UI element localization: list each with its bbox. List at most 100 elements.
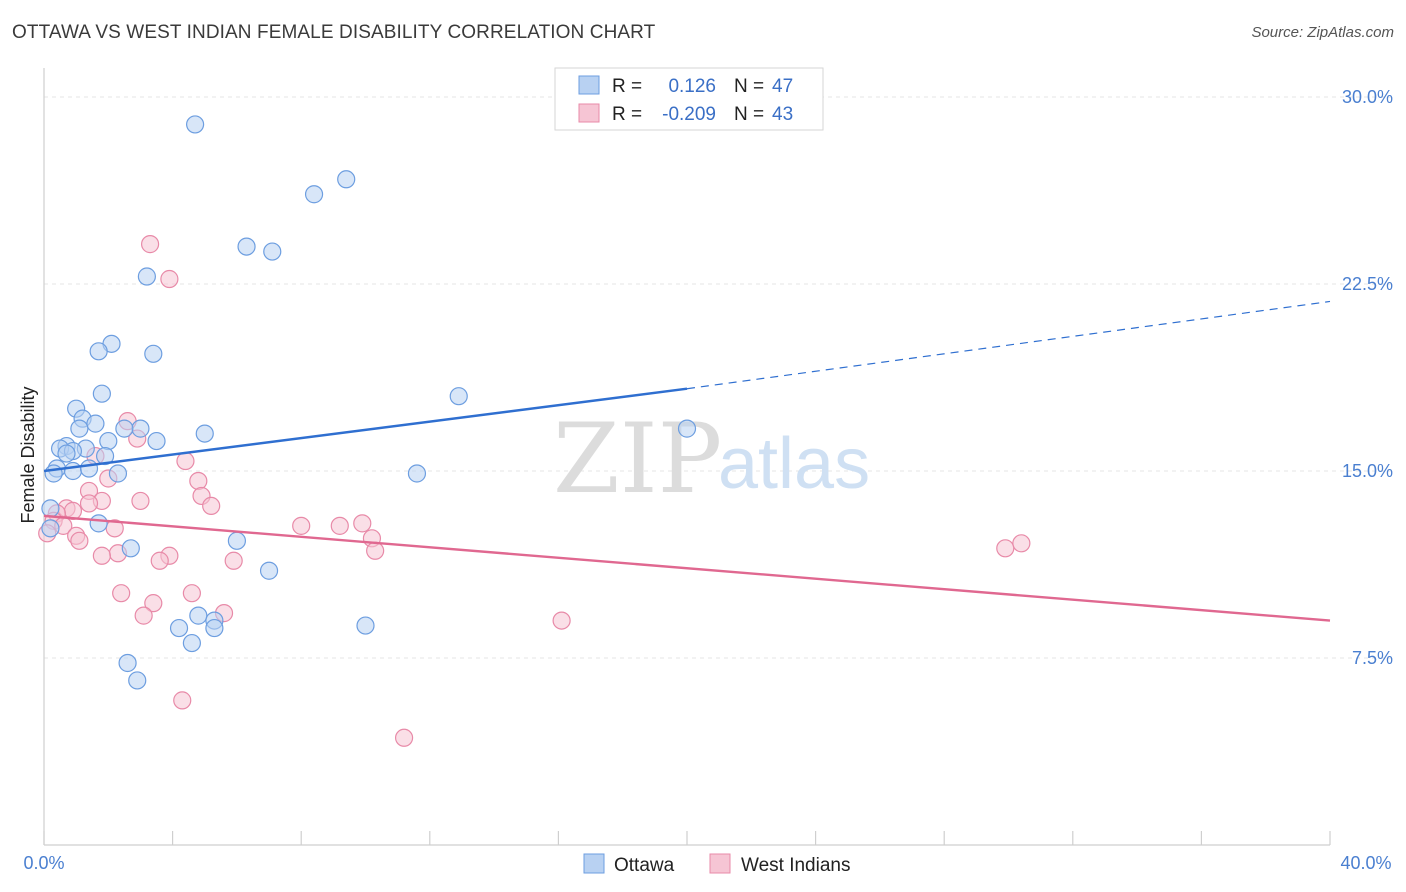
y-axis-title: Female Disability [18, 386, 38, 523]
source-label: Source: ZipAtlas.com [1251, 24, 1394, 41]
ottawa-point [407, 464, 427, 483]
west-indians-point [292, 516, 311, 535]
ottawa-point [63, 461, 83, 481]
y-tick-labels: 7.5% 15.0% 22.5% 30.0% [1342, 87, 1393, 668]
west-indians-point [394, 728, 414, 747]
ottawa-point [147, 431, 166, 451]
ottawa-trendline [43, 387, 688, 473]
legend-n-value-west-indians: 43 [772, 104, 793, 125]
ottawa-points [41, 115, 697, 690]
ottawa-point [41, 499, 60, 518]
ottawa-point [89, 342, 108, 361]
legend-swatch-ottawa [578, 75, 600, 95]
y-tick-label: 7.5% [1352, 648, 1393, 668]
ottawa-point [182, 633, 201, 653]
trendlines [43, 300, 1331, 622]
ottawa-point [227, 531, 246, 550]
x-tick-label-max: 40.0% [1340, 853, 1391, 873]
ottawa-point [205, 618, 224, 638]
ottawa-point [128, 671, 147, 690]
x-tick-label-min: 0.0% [23, 853, 64, 873]
west-indians-point [1012, 534, 1031, 553]
west-indians-point [144, 594, 163, 613]
ottawa-point [41, 519, 60, 538]
ottawa-point [356, 616, 375, 635]
ottawa-point [169, 618, 189, 638]
west-indians-point [189, 471, 208, 491]
west-indians-point [79, 494, 99, 513]
west-indians-point [202, 496, 221, 516]
west-indians-point [150, 551, 169, 570]
y-tick-label: 15.0% [1342, 461, 1393, 481]
ottawa-point [263, 242, 282, 261]
ottawa-point [118, 653, 137, 673]
west-indians-point [224, 551, 243, 570]
west-indians-point [70, 531, 89, 550]
ottawa-point [121, 539, 140, 558]
legend-r-label-ottawa: R = [612, 76, 642, 97]
axes [43, 68, 1331, 846]
ottawa-point [115, 419, 134, 438]
ottawa-point [259, 561, 279, 580]
legend-r-label-west-indians: R = [612, 104, 642, 125]
series-legend: Ottawa West Indians [583, 853, 850, 876]
legend-box [554, 67, 824, 131]
west-indians-point [112, 584, 131, 603]
ottawa-point [95, 446, 115, 466]
ottawa-point [57, 444, 76, 463]
ottawa-point [137, 267, 156, 286]
west-indians-point [176, 451, 195, 471]
y-tick-label: 30.0% [1342, 87, 1393, 107]
west-indians-points [38, 235, 1031, 747]
gridlines [44, 96, 1392, 659]
bottom-legend-swatch-ottawa [583, 853, 605, 874]
west-indians-point [160, 269, 179, 289]
ottawa-point [337, 170, 356, 189]
ottawa-point [44, 464, 63, 483]
ottawa-point [144, 344, 163, 363]
west-indians-point [140, 235, 160, 254]
ottawa-point [677, 419, 697, 438]
watermark-zip: ZIP [553, 403, 722, 515]
y-tick-label: 22.5% [1342, 274, 1393, 294]
watermark-atlas: atlas [718, 424, 870, 504]
legend-swatch-west-indians [578, 103, 600, 123]
west-indians-point [366, 541, 385, 560]
bottom-legend-label-west-indians: West Indians [741, 855, 850, 876]
legend-n-value-ottawa: 47 [772, 76, 793, 97]
ottawa-point [186, 115, 205, 134]
bottom-legend-label-ottawa: Ottawa [614, 855, 675, 876]
west-indians-point [131, 491, 150, 511]
west-indians-point [552, 611, 571, 630]
ottawa-point [131, 419, 150, 438]
ottawa-point [108, 464, 128, 483]
ottawa-point [89, 514, 108, 533]
west-indians-point [996, 539, 1015, 558]
ottawa-point [449, 387, 468, 406]
ottawa-point [92, 384, 111, 403]
ottawa-point [70, 419, 89, 438]
west-indians-point [353, 514, 372, 533]
west-indians-point [330, 516, 349, 535]
bottom-legend-swatch-west-indians [709, 853, 731, 874]
ottawa-point [195, 424, 214, 443]
legend-r-value-ottawa: 0.126 [668, 76, 716, 97]
correlation-legend: R = 0.126 N = 47 R = -0.209 N = 43 [554, 67, 824, 131]
chart-title: OTTAWA VS WEST INDIAN FEMALE DISABILITY … [12, 22, 656, 43]
legend-n-label-ottawa: N = [734, 76, 764, 97]
legend-r-value-west-indians: -0.209 [662, 104, 716, 125]
ottawa-point [99, 431, 118, 451]
ottawa-point [189, 606, 208, 625]
ottawa-point [237, 237, 256, 256]
ottawa-point [79, 459, 99, 478]
watermark: ZIP atlas [553, 403, 870, 515]
x-ticks [43, 831, 1331, 845]
legend-n-label-west-indians: N = [734, 104, 764, 125]
west-indians-point [92, 546, 111, 565]
ottawa-point [304, 185, 324, 204]
west-indians-trendline [43, 514, 1331, 622]
ottawa-point [86, 414, 105, 433]
west-indians-point [182, 584, 201, 603]
west-indians-point [134, 606, 153, 625]
